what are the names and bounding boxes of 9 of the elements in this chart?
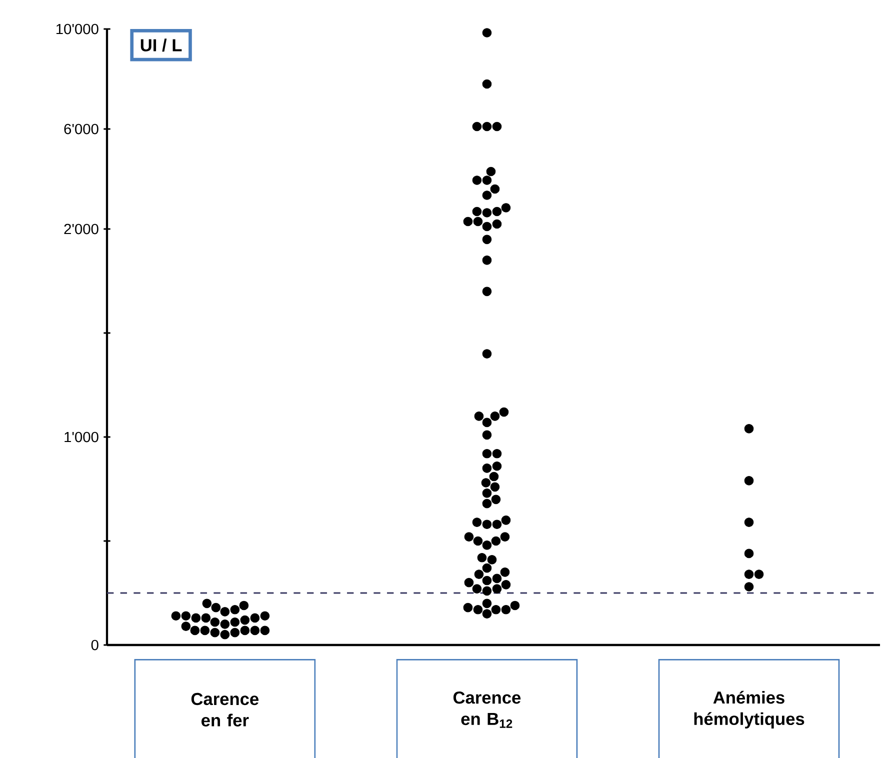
y-tick-label: 6'000 (64, 124, 98, 134)
y-axis-title: UI / L (140, 38, 182, 52)
y-tick-label: 1'000 (64, 432, 98, 442)
y-tick-label: 0 (91, 640, 98, 650)
x-tick-label: Carence en fer (191, 692, 259, 726)
x-tick-label: Anémies hémolytiques (694, 690, 804, 728)
x-tick-label: Carence en B$_{12}$ (453, 691, 521, 728)
y-tick-label: 10'000 (56, 24, 98, 34)
y-tick-label: 2'000 (64, 224, 98, 234)
